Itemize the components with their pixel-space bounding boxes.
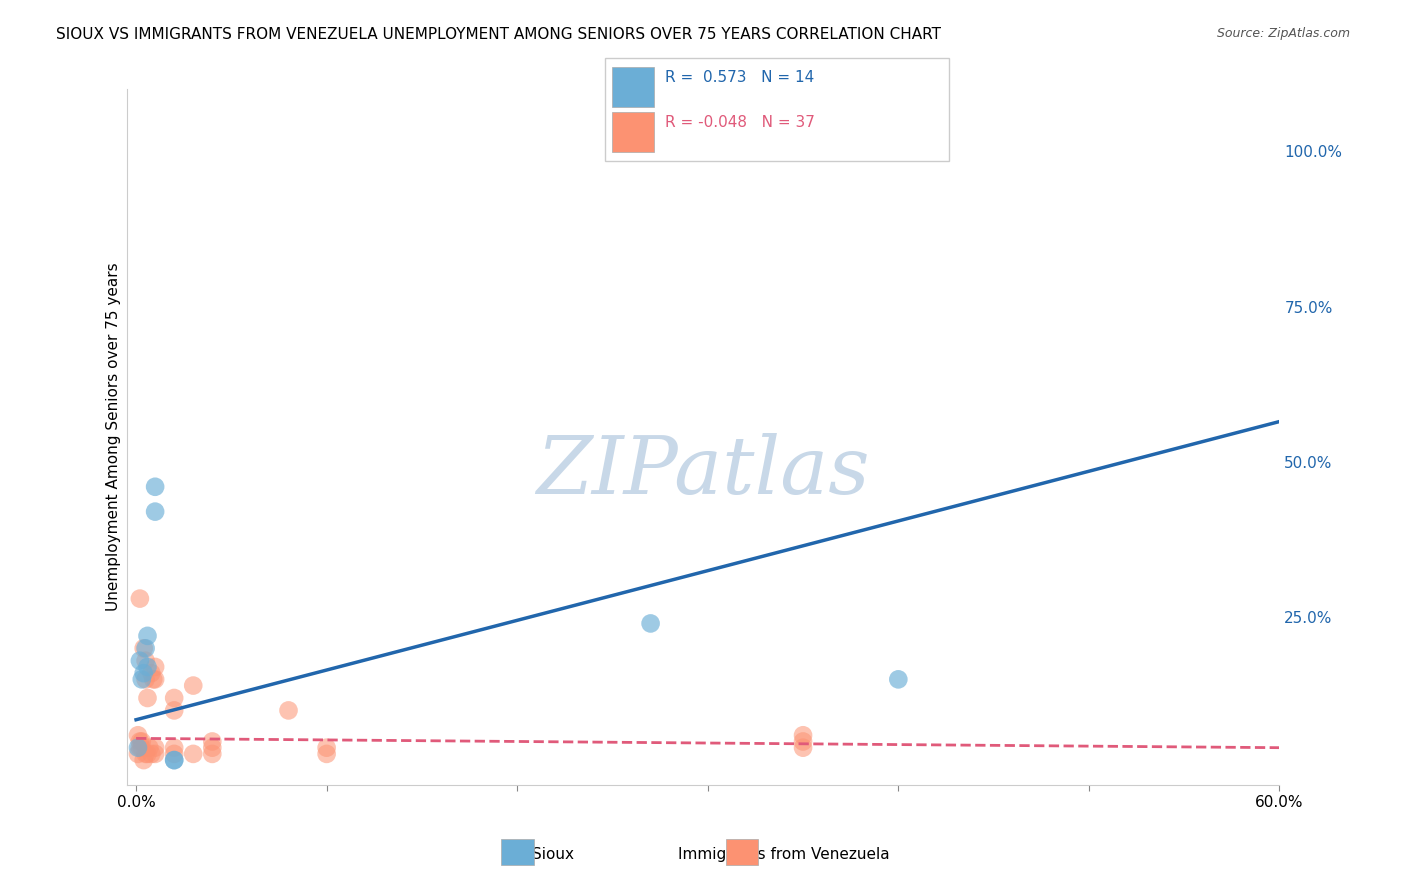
Point (136, 629, 159, 643)
Point (131, 673, 153, 687)
Text: Source: ZipAtlas.com: Source: ZipAtlas.com (1216, 27, 1350, 40)
Point (138, 740, 160, 755)
Point (792, 734, 814, 748)
FancyBboxPatch shape (725, 838, 758, 865)
Point (143, 660, 166, 674)
Point (135, 673, 157, 687)
Point (201, 747, 224, 761)
Point (128, 740, 150, 755)
Point (143, 740, 166, 755)
Point (201, 740, 224, 755)
Point (132, 753, 155, 767)
Point (143, 505, 166, 519)
Text: ZIPatlas: ZIPatlas (536, 434, 870, 510)
Point (181, 679, 204, 693)
Point (127, 747, 149, 761)
Point (163, 753, 186, 767)
Y-axis label: Unemployment Among Seniors over 75 years: Unemployment Among Seniors over 75 years (105, 263, 121, 611)
Point (163, 747, 186, 761)
Point (163, 740, 186, 755)
Text: Immigrants from Venezuela: Immigrants from Venezuela (678, 847, 890, 862)
Point (131, 740, 153, 755)
Point (128, 734, 150, 748)
Point (143, 480, 166, 494)
Point (135, 641, 157, 656)
Point (128, 591, 150, 606)
Text: R =  0.573   N = 14: R = 0.573 N = 14 (665, 70, 814, 85)
Point (163, 703, 186, 717)
Point (640, 616, 662, 631)
Point (136, 690, 159, 705)
Point (132, 666, 155, 681)
Point (792, 740, 814, 755)
Point (136, 660, 159, 674)
Point (315, 747, 337, 761)
FancyBboxPatch shape (502, 838, 533, 865)
Text: SIOUX VS IMMIGRANTS FROM VENEZUELA UNEMPLOYMENT AMONG SENIORS OVER 75 YEARS CORR: SIOUX VS IMMIGRANTS FROM VENEZUELA UNEMP… (56, 27, 941, 42)
Text: Sioux: Sioux (531, 847, 574, 862)
Text: R = -0.048   N = 37: R = -0.048 N = 37 (665, 115, 815, 129)
Point (277, 703, 299, 717)
Point (315, 740, 337, 755)
Point (141, 666, 163, 681)
Point (135, 654, 157, 668)
Point (142, 673, 165, 687)
Point (143, 673, 166, 687)
Point (128, 654, 150, 668)
Point (201, 734, 224, 748)
Point (163, 690, 186, 705)
Point (136, 747, 159, 761)
Point (141, 747, 163, 761)
Point (887, 673, 910, 687)
Point (792, 728, 814, 742)
Point (143, 747, 166, 761)
Point (132, 641, 155, 656)
Point (127, 728, 149, 742)
Point (163, 753, 186, 767)
Point (127, 740, 149, 755)
Point (181, 747, 204, 761)
Point (131, 734, 153, 748)
Point (135, 747, 157, 761)
